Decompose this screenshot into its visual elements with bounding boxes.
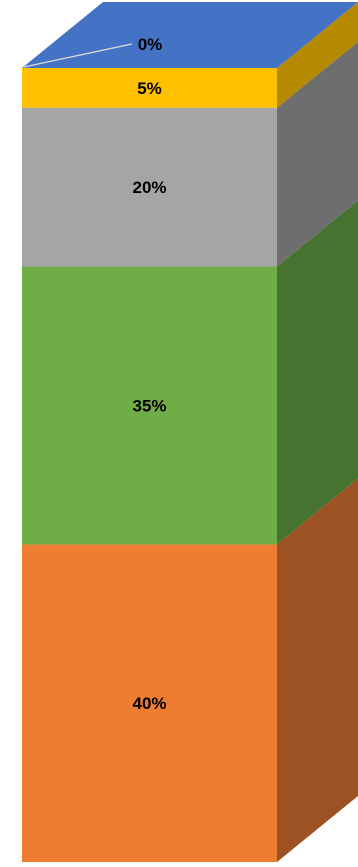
segment-front-1 xyxy=(22,266,277,545)
bar-front-faces xyxy=(22,68,277,862)
data-label-3: 5% xyxy=(137,79,162,98)
segment-front-3 xyxy=(22,68,277,108)
segment-side-2 xyxy=(277,41,358,267)
data-label-1: 35% xyxy=(132,396,166,415)
segment-front-2 xyxy=(22,107,277,267)
data-label-4: 0% xyxy=(138,35,163,54)
segment-side-3 xyxy=(277,2,358,108)
segment-side-0 xyxy=(277,478,358,862)
data-label-0: 40% xyxy=(132,694,166,713)
data-labels: 40% 35% 20% 5% 0% xyxy=(132,35,166,713)
segment-side-1 xyxy=(277,200,358,545)
label-leader-line xyxy=(23,43,133,68)
bar-side-faces xyxy=(277,2,358,862)
bar-top-face xyxy=(22,2,358,68)
segment-front-0 xyxy=(22,544,277,862)
data-label-2: 20% xyxy=(132,178,166,197)
